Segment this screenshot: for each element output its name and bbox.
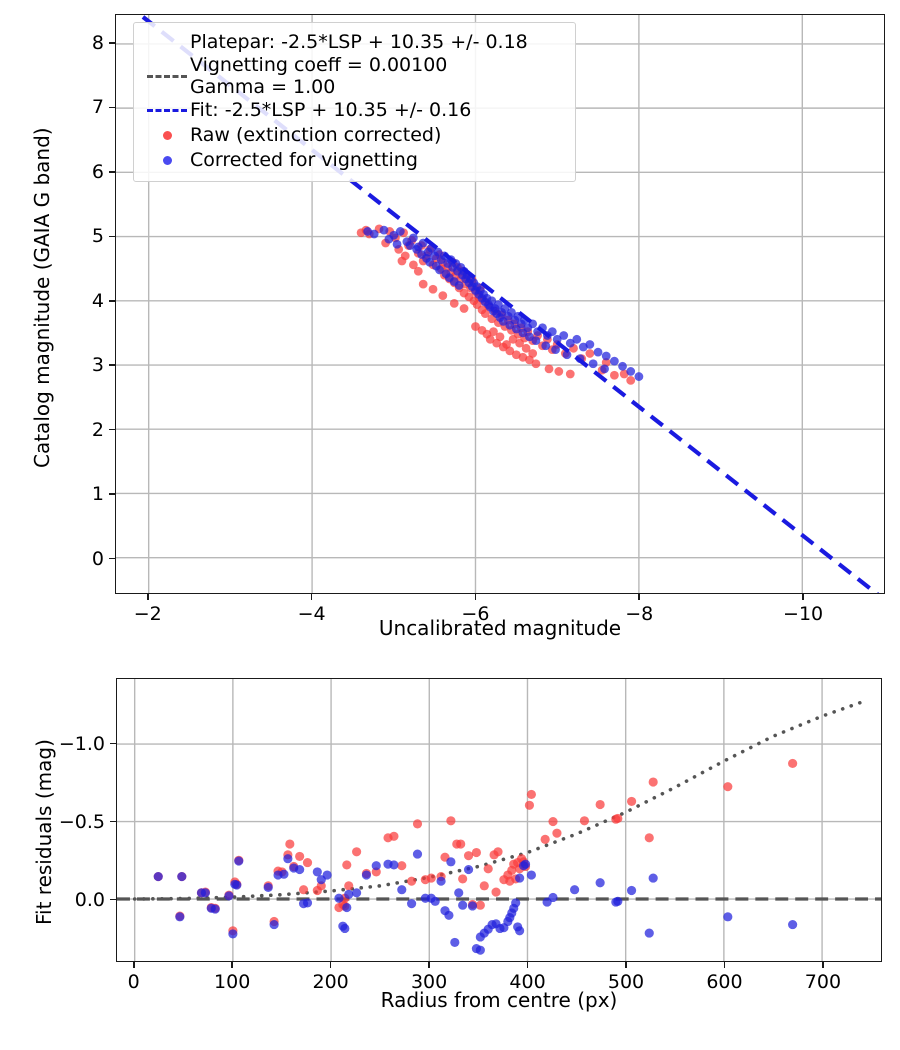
bottom-yaxis-label: Fit residuals (mag) [32,739,56,925]
x-tick-label: 700 [804,971,842,993]
x-tick-mark [638,594,641,600]
fit-residuals-canvas [117,679,881,961]
legend-label-raw: Raw (extinction corrected) [190,123,442,146]
x-tick-mark [802,594,804,600]
legend-item-fit: Fit: -2.5*LSP + 10.35 +/- 0.16 [144,98,565,123]
x-tick-mark [822,962,824,968]
dashed-gray-line-icon [144,75,190,79]
x-tick-label: 500 [607,971,645,993]
top-xaxis-label: Uncalibrated magnitude [378,616,622,640]
y-tick-mark [110,898,116,901]
legend-label-fit: Fit: -2.5*LSP + 10.35 +/- 0.16 [190,98,472,121]
y-tick-mark [110,820,116,823]
y-tick-label: 5 [91,225,104,248]
x-tick-mark [474,594,477,600]
y-tick-label: 7 [91,96,104,119]
legend-item-raw: Raw (extinction corrected) [144,123,565,148]
x-tick-label: 100 [214,971,251,993]
x-tick-label: 300 [410,971,448,993]
x-tick-label: 0 [127,971,140,993]
y-tick-mark [109,557,115,560]
x-tick-mark [723,962,726,968]
dashed-blue-line-icon [144,109,190,113]
legend-label-corrected: Corrected for vignetting [190,148,418,171]
y-tick-label: 0.0 [74,888,105,911]
y-tick-label: 2 [91,418,104,441]
y-tick-label: 3 [91,354,104,377]
x-tick-mark [625,962,627,968]
y-tick-label: 1 [91,483,104,506]
legend-label-vignetting-group: Vignetting coeff = 0.00100 Gamma = 1.00 [190,54,448,98]
magnitude-calibration-canvas [116,15,884,593]
x-tick-label: −4 [297,603,326,625]
x-tick-label: 600 [706,971,743,993]
x-tick-mark [428,962,430,968]
y-tick-label: −0.5 [58,810,105,833]
bottom-xaxis-label: Radius from centre (px) [380,988,618,1012]
y-tick-mark [109,42,115,44]
x-tick-mark [310,594,313,600]
x-tick-mark [146,594,149,600]
legend-label-vignetting: Vignetting coeff = 0.00100 [190,54,448,76]
x-tick-mark [526,962,529,968]
legend: Platepar: -2.5*LSP + 10.35 +/- 0.18 Vign… [133,22,576,183]
y-tick-mark [109,428,115,431]
y-tick-mark [109,299,115,302]
y-tick-label: −1.0 [58,732,105,755]
y-tick-label: 0 [91,547,104,570]
legend-item-vignetting: Vignetting coeff = 0.00100 Gamma = 1.00 [144,54,565,98]
y-tick-mark [109,493,115,495]
y-tick-label: 8 [91,32,104,54]
legend-item-platepar: Platepar: -2.5*LSP + 10.35 +/- 0.18 [144,30,565,55]
blue-dot-marker-icon [144,156,190,166]
x-tick-label: 200 [312,971,349,993]
x-tick-label: −10 [783,603,824,625]
top-yaxis-label: Catalog magnitude (GAIA G band) [30,127,54,468]
x-tick-label: −6 [461,603,490,625]
y-tick-label: 6 [91,160,104,183]
y-tick-label: 4 [91,289,104,312]
x-tick-mark [231,962,233,968]
legend-label-gamma: Gamma = 1.00 [190,75,336,98]
legend-item-corrected: Corrected for vignetting [144,148,565,173]
legend-label-platepar: Platepar: -2.5*LSP + 10.35 +/- 0.18 [190,30,528,53]
x-tick-label: 400 [509,971,546,993]
y-tick-mark [110,742,116,745]
x-tick-label: −8 [625,603,654,625]
x-tick-mark [132,962,135,968]
y-tick-mark [109,364,115,367]
x-tick-mark [329,962,332,968]
fit-residuals-plot [116,678,882,962]
red-dot-marker-icon [144,131,190,141]
y-tick-mark [109,171,115,173]
x-tick-label: −2 [133,603,162,625]
y-tick-mark [109,235,115,238]
y-tick-mark [109,106,115,109]
